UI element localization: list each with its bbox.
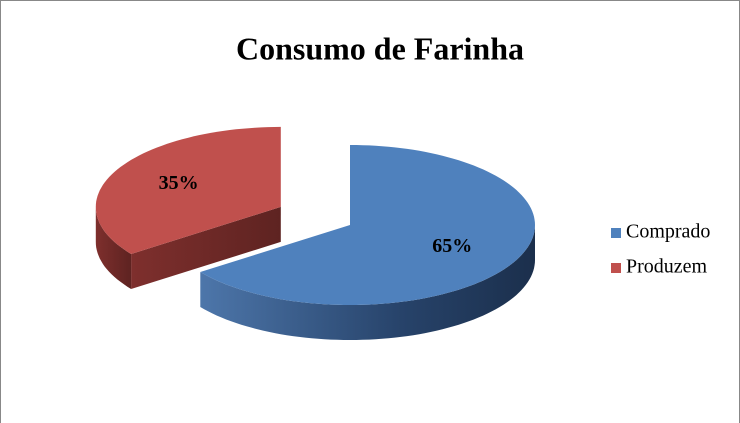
slice-side [131, 206, 281, 289]
slice-wall [95, 206, 132, 289]
slice [200, 145, 536, 305]
data-label: 65% [432, 235, 472, 257]
legend-swatch [611, 228, 621, 238]
legend-label: Produzem [626, 256, 708, 278]
legend-label: Comprado [626, 221, 710, 243]
slice-wall [200, 225, 536, 340]
data-label: 35% [159, 172, 199, 194]
legend-swatch [611, 263, 621, 273]
slice [95, 126, 281, 254]
chart-title: Consumo de Farinha [236, 30, 524, 66]
